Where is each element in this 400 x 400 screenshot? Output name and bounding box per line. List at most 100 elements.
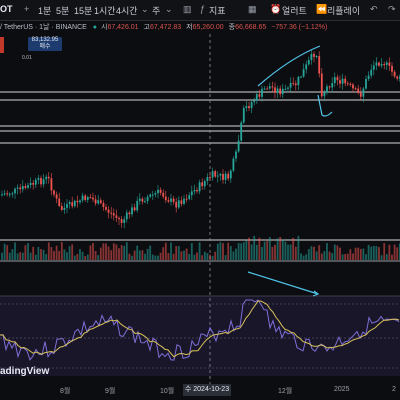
candle-body: [209, 177, 211, 179]
crosshair-date-label: 수 2024-10-23: [183, 384, 231, 396]
candle-body: [14, 188, 16, 194]
x-label: 12월: [278, 388, 293, 395]
candle-body: [66, 204, 68, 208]
candle-body: [263, 88, 266, 90]
volume-bar: [201, 255, 204, 260]
interval-1m[interactable]: 1분: [38, 6, 52, 16]
candle-body: [287, 87, 289, 89]
candle-body: [380, 64, 383, 66]
volume-bar: [214, 251, 217, 260]
volume-bar: [177, 246, 180, 260]
volume-bar: [151, 254, 154, 260]
volume-bar: [63, 249, 66, 260]
volume-bar: [297, 235, 300, 260]
candle-body: [120, 219, 123, 223]
candle-body: [346, 83, 349, 85]
x-label: 8월: [60, 388, 71, 395]
undo-icon[interactable]: ↶: [370, 4, 378, 14]
volume-bar: [185, 248, 188, 260]
volume-bar: [66, 252, 68, 260]
candle-body: [162, 192, 165, 197]
candle-body: [11, 193, 14, 195]
chevron-down-icon[interactable]: ⌄: [165, 4, 173, 14]
candle-body: [118, 217, 120, 220]
buy-price-box[interactable]: 83,132.95 매수: [28, 37, 62, 51]
candle-body: [341, 78, 344, 84]
candle-body: [367, 75, 370, 79]
candle-body: [281, 88, 284, 95]
candle-body: [144, 201, 146, 203]
indicators-button[interactable]: 지표: [209, 6, 226, 16]
candles-icon[interactable]: ▥: [183, 4, 192, 14]
candle-body: [328, 86, 331, 88]
replay-icon[interactable]: ⏪: [316, 4, 328, 14]
interval-4h[interactable]: 4시간: [116, 6, 138, 16]
candle-body: [154, 193, 157, 195]
candle-body: [131, 207, 133, 215]
x-label: 2025: [334, 386, 350, 393]
candle-body: [37, 178, 40, 180]
volume-bar: [102, 243, 105, 260]
candle-body: [102, 203, 105, 208]
change-value: −757.36 (−1.12%): [271, 24, 328, 31]
volume-bar: [274, 244, 276, 260]
candle-body: [302, 69, 305, 77]
candle-body: [375, 62, 378, 66]
candle-body: [112, 213, 115, 216]
replay-button[interactable]: 리플레이: [327, 6, 361, 16]
candle-body: [344, 78, 347, 84]
candle-body: [16, 187, 19, 189]
volume-bar: [188, 254, 191, 260]
volume-bar: [300, 253, 302, 260]
high-value: 67,472.83: [150, 24, 182, 31]
volume-bar: [105, 243, 107, 260]
interval-15m[interactable]: 15분: [74, 6, 93, 16]
candle-body: [248, 106, 250, 109]
volume-bar: [242, 242, 245, 260]
indicators-icon[interactable]: ƒ: [200, 4, 206, 14]
volume-bar: [81, 251, 84, 260]
candle-body: [370, 69, 373, 76]
interval-1h[interactable]: 1시간: [94, 6, 116, 16]
rsi-line: [0, 299, 400, 361]
candle-body: [63, 207, 66, 210]
volume-bar: [1, 252, 3, 260]
add-icon[interactable]: +: [24, 4, 30, 14]
candle-body: [258, 94, 261, 97]
symbol-label[interactable]: OT: [0, 4, 13, 14]
volume-bar: [359, 248, 362, 260]
volume-bar: [302, 255, 305, 260]
volume-bar: [380, 255, 383, 260]
volume-bar: [94, 250, 97, 260]
alert-icon[interactable]: ⏰: [270, 4, 282, 14]
candle-body: [250, 102, 253, 109]
sell-marker[interactable]: [0, 37, 4, 53]
redo-icon[interactable]: ↷: [388, 4, 396, 14]
volume-bar: [203, 251, 206, 260]
volume-bar: [388, 244, 391, 260]
candle-body: [276, 88, 279, 93]
candle-body: [60, 206, 63, 210]
volume-bar: [250, 244, 253, 260]
candle-body: [68, 202, 71, 205]
candle-body: [55, 194, 58, 199]
candle-body: [8, 193, 11, 195]
candle-body: [294, 83, 297, 86]
price-chart[interactable]: [0, 0, 400, 384]
interval-5m[interactable]: 5분: [56, 6, 70, 16]
candle-body: [385, 62, 388, 65]
chevron-down-icon[interactable]: ⌄: [141, 4, 149, 14]
interval-week[interactable]: 주: [152, 6, 161, 16]
candle-body: [32, 182, 35, 185]
candle-body: [227, 173, 230, 179]
volume-bar: [6, 245, 9, 260]
tradingview-logo[interactable]: adingView: [0, 366, 50, 377]
volume-bar: [258, 237, 261, 260]
volume-bar: [196, 252, 198, 260]
alert-button[interactable]: 얼러트: [282, 6, 307, 16]
candle-body: [391, 65, 393, 72]
candle-body: [97, 200, 100, 204]
volume-bar: [237, 243, 240, 260]
layout-icon[interactable]: ▦: [248, 4, 257, 14]
volume-bar: [34, 254, 37, 260]
